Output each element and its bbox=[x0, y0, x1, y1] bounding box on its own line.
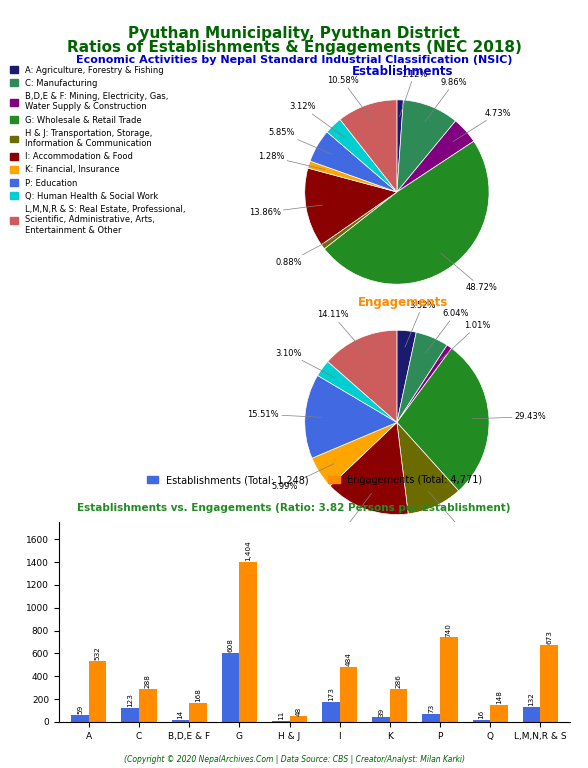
Text: 48: 48 bbox=[295, 707, 301, 716]
Wedge shape bbox=[397, 100, 456, 192]
Text: 14: 14 bbox=[178, 710, 183, 720]
Text: 9.86%: 9.86% bbox=[425, 78, 467, 122]
Bar bbox=[390, 690, 407, 722]
Bar bbox=[222, 653, 239, 722]
Bar bbox=[139, 689, 156, 722]
Text: 73: 73 bbox=[428, 703, 434, 713]
Wedge shape bbox=[310, 132, 397, 192]
Wedge shape bbox=[305, 376, 397, 458]
Bar bbox=[523, 707, 540, 722]
Text: Pyuthan Municipality, Pyuthan District: Pyuthan Municipality, Pyuthan District bbox=[128, 26, 460, 41]
Text: 11: 11 bbox=[278, 710, 284, 720]
Bar bbox=[89, 661, 106, 722]
Text: 532: 532 bbox=[95, 647, 101, 660]
Text: 286: 286 bbox=[396, 674, 402, 688]
Text: 608: 608 bbox=[228, 637, 233, 651]
Text: Engagements: Engagements bbox=[358, 296, 448, 309]
Text: 29.43%: 29.43% bbox=[472, 412, 546, 421]
Wedge shape bbox=[397, 422, 459, 514]
Bar bbox=[422, 713, 440, 722]
Wedge shape bbox=[305, 168, 397, 245]
Bar bbox=[340, 667, 358, 722]
Text: Establishments: Establishments bbox=[352, 65, 453, 78]
Bar bbox=[189, 703, 207, 722]
Bar bbox=[540, 645, 558, 722]
Legend: A: Agriculture, Forestry & Fishing, C: Manufacturing, B,D,E & F: Mining, Electri: A: Agriculture, Forestry & Fishing, C: M… bbox=[10, 65, 186, 235]
Bar bbox=[440, 637, 457, 722]
Text: 3.12%: 3.12% bbox=[289, 102, 345, 137]
Text: 59: 59 bbox=[77, 705, 83, 714]
Wedge shape bbox=[397, 333, 447, 422]
Text: 288: 288 bbox=[145, 674, 151, 688]
Text: 5.85%: 5.85% bbox=[268, 128, 332, 154]
Wedge shape bbox=[397, 330, 416, 422]
Bar bbox=[71, 715, 89, 722]
Wedge shape bbox=[318, 362, 397, 422]
Bar bbox=[289, 717, 307, 722]
Bar bbox=[239, 561, 257, 722]
Text: 15.51%: 15.51% bbox=[248, 410, 322, 419]
Text: 10.14%: 10.14% bbox=[428, 492, 477, 535]
Text: 173: 173 bbox=[328, 687, 334, 701]
Text: 39: 39 bbox=[378, 707, 384, 717]
Wedge shape bbox=[397, 348, 489, 491]
Text: 1.28%: 1.28% bbox=[258, 152, 325, 170]
Bar bbox=[172, 720, 189, 722]
Text: Establishments vs. Engagements (Ratio: 3.82 Persons per Establishment): Establishments vs. Engagements (Ratio: 3… bbox=[77, 503, 511, 513]
Wedge shape bbox=[330, 422, 408, 515]
Text: 3.10%: 3.10% bbox=[275, 349, 336, 378]
Text: 1.01%: 1.01% bbox=[440, 321, 490, 360]
Text: 1.12%: 1.12% bbox=[400, 70, 427, 117]
Text: 168: 168 bbox=[195, 688, 201, 702]
Text: 740: 740 bbox=[446, 623, 452, 637]
Wedge shape bbox=[308, 161, 397, 192]
Text: 3.52%: 3.52% bbox=[405, 300, 436, 347]
Wedge shape bbox=[327, 120, 397, 192]
Text: 48.72%: 48.72% bbox=[441, 253, 497, 293]
Text: 14.11%: 14.11% bbox=[317, 310, 366, 353]
Text: (Copyright © 2020 NepalArchives.Com | Data Source: CBS | Creator/Analyst: Milan : (Copyright © 2020 NepalArchives.Com | Da… bbox=[123, 755, 465, 764]
Bar bbox=[322, 702, 340, 722]
Wedge shape bbox=[397, 100, 403, 192]
Text: 484: 484 bbox=[345, 652, 352, 666]
Text: 16: 16 bbox=[479, 710, 485, 719]
Text: 123: 123 bbox=[127, 693, 133, 707]
Wedge shape bbox=[397, 121, 474, 192]
Wedge shape bbox=[321, 192, 397, 249]
Wedge shape bbox=[325, 141, 489, 284]
Text: Ratios of Establishments & Engagements (NEC 2018): Ratios of Establishments & Engagements (… bbox=[66, 40, 522, 55]
Text: 132: 132 bbox=[529, 692, 534, 706]
Wedge shape bbox=[397, 345, 452, 422]
Text: 15.51%: 15.51% bbox=[326, 494, 372, 538]
Bar bbox=[372, 717, 390, 722]
Text: 0.88%: 0.88% bbox=[275, 237, 336, 266]
Wedge shape bbox=[328, 330, 397, 422]
Text: 1,404: 1,404 bbox=[245, 540, 251, 561]
Legend: Establishments (Total: 1,248), Engagements (Total: 4,771): Establishments (Total: 1,248), Engagemen… bbox=[143, 472, 486, 489]
Text: Economic Activities by Nepal Standard Industrial Classification (NSIC): Economic Activities by Nepal Standard In… bbox=[76, 55, 512, 65]
Bar bbox=[122, 708, 139, 722]
Text: 5.99%: 5.99% bbox=[272, 464, 333, 492]
Text: 6.04%: 6.04% bbox=[426, 309, 469, 353]
Bar bbox=[490, 705, 507, 722]
Bar bbox=[272, 720, 289, 722]
Text: 673: 673 bbox=[546, 631, 552, 644]
Text: 148: 148 bbox=[496, 690, 502, 704]
Text: 10.58%: 10.58% bbox=[327, 76, 372, 121]
Bar bbox=[473, 720, 490, 722]
Wedge shape bbox=[312, 422, 397, 486]
Text: 4.73%: 4.73% bbox=[453, 108, 511, 141]
Wedge shape bbox=[340, 100, 397, 192]
Text: 13.86%: 13.86% bbox=[249, 205, 322, 217]
